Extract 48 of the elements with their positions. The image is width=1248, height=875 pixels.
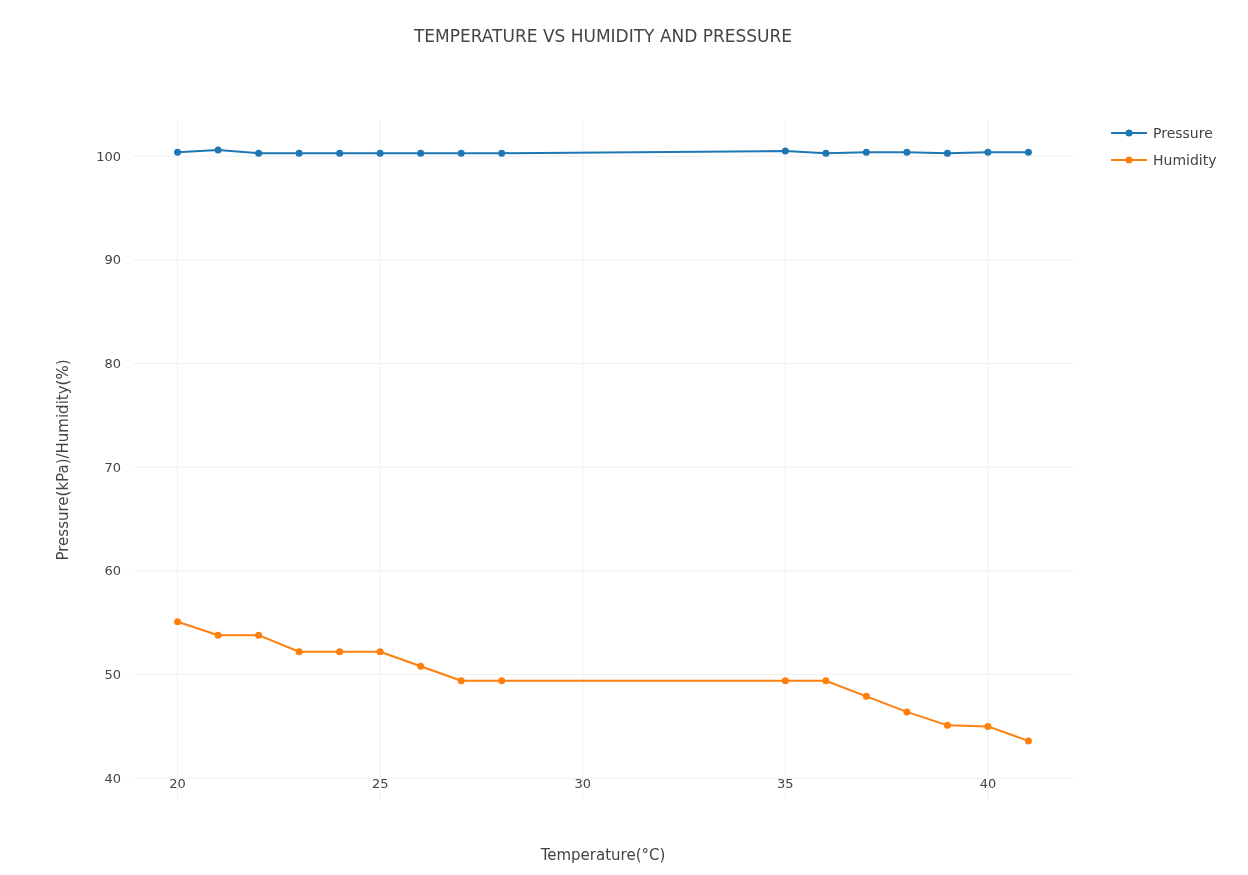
x-axis-title: Temperature(°C) <box>539 846 666 864</box>
point <box>862 692 870 700</box>
point <box>1024 148 1032 156</box>
y-tick-label: 80 <box>104 356 121 372</box>
y-tick-label: 100 <box>96 148 121 164</box>
point <box>214 631 222 639</box>
legend-label: Pressure <box>1153 124 1213 141</box>
point <box>943 721 951 729</box>
point <box>984 148 992 156</box>
point <box>781 147 789 155</box>
y-tick-label: 90 <box>104 252 121 268</box>
point <box>822 149 830 157</box>
y-tick-label: 50 <box>104 667 121 683</box>
legend-label: Humidity <box>1153 151 1217 168</box>
y-tick-label: 60 <box>104 563 121 579</box>
point <box>1024 737 1032 745</box>
point <box>417 662 425 670</box>
point <box>376 648 384 656</box>
x-tick-label: 20 <box>169 776 186 791</box>
y-tick-label: 70 <box>104 459 121 475</box>
point <box>336 648 344 656</box>
x-tick-label: 35 <box>777 776 794 791</box>
y-axis-title: Pressure(kPa)/Humidity(%) <box>54 359 72 561</box>
point <box>781 677 789 685</box>
chart-title: TEMPERATURE VS HUMIDITY AND PRESSURE <box>412 26 793 46</box>
point <box>862 148 870 156</box>
point <box>214 146 222 154</box>
point <box>417 149 425 157</box>
x-tick-label: 40 <box>979 776 997 791</box>
point <box>255 149 263 157</box>
point <box>376 149 384 157</box>
point <box>943 149 951 157</box>
point <box>457 149 465 157</box>
point <box>336 149 344 157</box>
point <box>295 149 303 157</box>
point <box>174 618 182 626</box>
point <box>457 677 465 685</box>
x-tick-label: 25 <box>371 776 389 791</box>
point <box>822 677 830 685</box>
point <box>498 149 506 157</box>
point <box>255 631 263 639</box>
x-tick-label: 30 <box>574 776 592 791</box>
point <box>295 648 303 656</box>
point <box>984 722 992 730</box>
point <box>903 148 911 156</box>
point <box>498 677 506 685</box>
point <box>903 708 911 716</box>
point <box>174 148 182 156</box>
